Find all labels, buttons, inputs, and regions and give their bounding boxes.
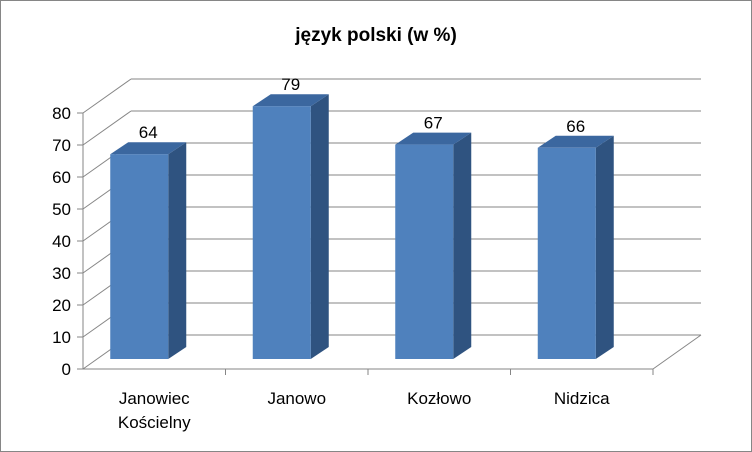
bar-top bbox=[110, 142, 187, 155]
bar-side bbox=[310, 94, 329, 359]
y-tick-label: 60 bbox=[52, 168, 71, 187]
bar bbox=[537, 147, 596, 359]
x-axis-categories: Janowiec Kościelny Janowo Kozłowo Nidzica bbox=[118, 389, 610, 432]
y-axis-ticks: 0 10 20 30 40 50 60 70 80 bbox=[52, 104, 83, 379]
chart-title: język polski (w %) bbox=[294, 25, 457, 46]
gridline-diagonal bbox=[82, 110, 132, 146]
data-labels: 64 79 67 66 bbox=[139, 75, 585, 142]
data-label: 79 bbox=[281, 75, 300, 94]
bar-top bbox=[252, 94, 329, 107]
y-tick-label: 30 bbox=[52, 264, 71, 283]
bar-side bbox=[595, 135, 614, 359]
x-tick-label: Janowo bbox=[267, 389, 326, 408]
bar bbox=[252, 106, 311, 359]
bars bbox=[110, 94, 614, 359]
bar-side bbox=[453, 132, 472, 359]
y-tick-label: 50 bbox=[52, 200, 71, 219]
bar-top bbox=[537, 135, 614, 148]
x-tick-label: Janowiec Kościelny bbox=[118, 389, 191, 432]
bar-top bbox=[395, 132, 472, 145]
gridline-diagonal bbox=[82, 78, 132, 114]
data-label: 64 bbox=[139, 123, 158, 142]
x-tick-label: Nidzica bbox=[554, 389, 610, 408]
y-tick-label: 40 bbox=[52, 232, 71, 251]
y-tick-label: 70 bbox=[52, 136, 71, 155]
bar bbox=[395, 144, 454, 359]
bar bbox=[110, 154, 169, 359]
data-label: 67 bbox=[424, 114, 443, 133]
y-tick-label: 20 bbox=[52, 296, 71, 315]
y-tick-label: 10 bbox=[52, 328, 71, 347]
y-tick-label: 0 bbox=[62, 360, 71, 379]
y-tick-label: 80 bbox=[52, 104, 71, 123]
data-label: 66 bbox=[566, 117, 585, 136]
x-tick-label: Kozłowo bbox=[407, 389, 471, 408]
floor-right-edge bbox=[652, 334, 702, 370]
bar-side bbox=[168, 142, 187, 359]
